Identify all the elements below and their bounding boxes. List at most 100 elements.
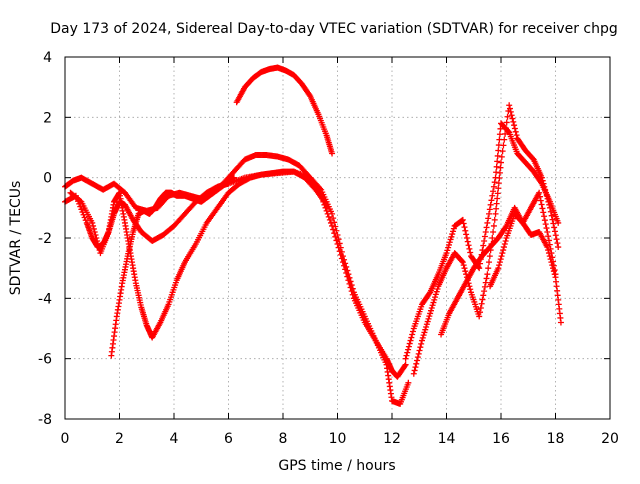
data-point [94, 238, 101, 245]
data-point [545, 198, 552, 205]
data-point [495, 185, 502, 192]
data-point [490, 222, 497, 229]
data-point [548, 212, 555, 219]
data-point [414, 357, 421, 364]
data-point [541, 183, 548, 190]
data-point [450, 228, 457, 235]
data-point [82, 217, 89, 224]
data-point [467, 286, 474, 293]
data-point [423, 323, 430, 330]
data-point [554, 240, 561, 247]
data-point [449, 231, 456, 238]
data-point [317, 185, 324, 192]
x-tick-label: 20 [601, 431, 619, 447]
x-tick-label: 16 [492, 431, 510, 447]
data-point [551, 266, 558, 273]
data-point [499, 250, 506, 257]
data-point [333, 227, 340, 234]
data-point [503, 119, 510, 126]
x-tick-label: 18 [547, 431, 565, 447]
data-point [549, 216, 556, 223]
data-point [418, 340, 425, 347]
data-point [547, 204, 554, 211]
data-point [444, 247, 451, 254]
data-point [409, 328, 416, 335]
data-point [494, 195, 501, 202]
data-point [490, 183, 497, 190]
y-tick-label: -4 [38, 291, 52, 307]
chart-title: Day 173 of 2024, Sidereal Day-to-day VTE… [50, 21, 618, 37]
data-point [331, 219, 338, 226]
data-point [330, 226, 337, 233]
data-point [551, 228, 558, 235]
data-point [446, 239, 453, 246]
data-point [341, 256, 348, 263]
data-point [496, 169, 503, 176]
data-point [481, 238, 488, 245]
data-point [496, 131, 503, 138]
data-point [77, 197, 84, 204]
data-point [541, 213, 548, 220]
x-axis-label: GPS time / hours [278, 458, 395, 474]
data-point [498, 159, 504, 166]
data-point [495, 180, 502, 187]
data-point [459, 216, 466, 223]
data-point [552, 232, 559, 239]
data-point [486, 210, 493, 217]
data-point [426, 290, 433, 297]
data-point [496, 174, 503, 181]
data-point [415, 350, 422, 357]
y-tick-label: -8 [38, 412, 52, 428]
data-point [551, 224, 558, 231]
data-point [428, 304, 435, 311]
data-point [461, 224, 468, 231]
data-point [536, 193, 543, 200]
data-point [90, 222, 97, 229]
data-point [480, 242, 487, 249]
data-point [427, 310, 434, 317]
data-point [481, 283, 488, 290]
data-point [477, 309, 484, 316]
data-point [544, 228, 551, 235]
data-point [338, 248, 345, 255]
data-point [553, 236, 560, 243]
data-point [546, 201, 553, 208]
data-point [448, 233, 455, 240]
data-point [417, 344, 424, 351]
data-point [486, 259, 493, 266]
data-point [508, 112, 515, 119]
data-point [536, 189, 543, 196]
series-arc-8 [438, 204, 564, 338]
data-point [464, 238, 471, 245]
data-point [539, 205, 546, 212]
data-point [500, 247, 507, 254]
data-point [476, 265, 483, 272]
data-point [329, 210, 336, 217]
data-point [347, 278, 354, 285]
data-point [426, 313, 433, 320]
data-point [410, 370, 417, 377]
data-point [504, 113, 511, 120]
data-point [498, 253, 505, 260]
data-point [501, 136, 508, 143]
data-point [423, 321, 430, 328]
data-point [490, 188, 497, 195]
data-point [484, 271, 491, 278]
data-point [412, 364, 419, 371]
data-point [511, 122, 518, 129]
data-point [496, 262, 503, 269]
data-point [460, 262, 467, 269]
y-tick-label: 0 [43, 171, 52, 187]
data-point [486, 206, 493, 213]
data-point [511, 125, 518, 132]
data-point [90, 225, 97, 232]
data-point [491, 179, 498, 186]
data-point [490, 228, 497, 235]
data-point [545, 237, 552, 244]
y-tick-label: -6 [38, 352, 52, 368]
data-point [418, 337, 425, 344]
data-point [432, 291, 439, 298]
